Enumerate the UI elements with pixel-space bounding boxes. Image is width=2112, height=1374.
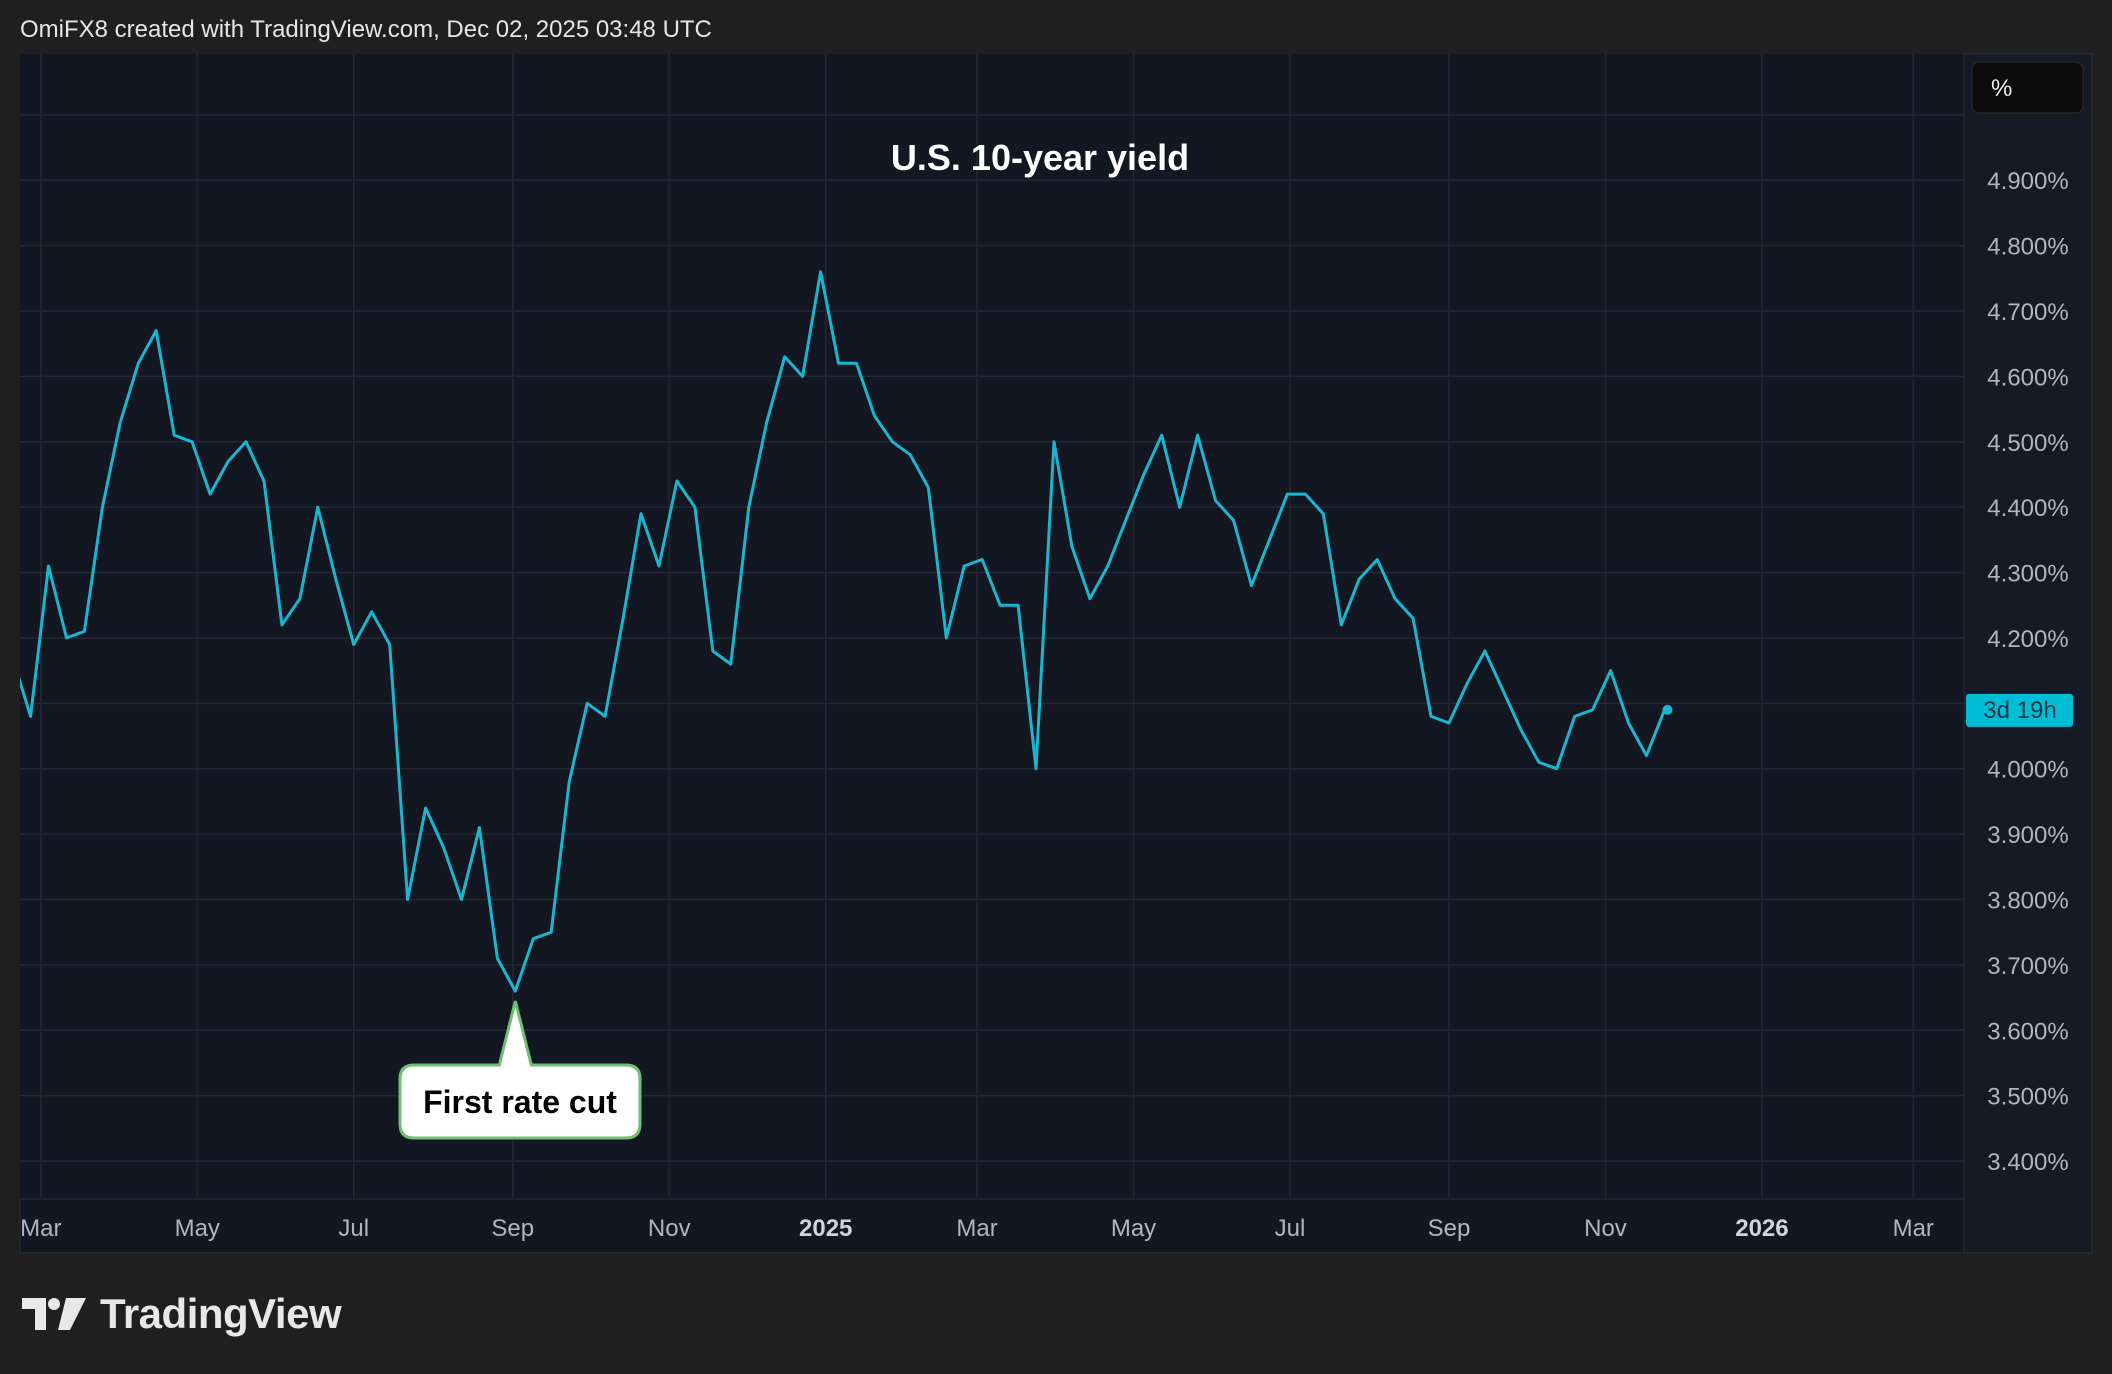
y-tick-label: 4.400%	[1987, 495, 2068, 522]
y-tick-label: 4.900%	[1987, 168, 2068, 195]
x-tick-label: May	[1111, 1215, 1156, 1242]
price-axis[interactable]	[1963, 53, 2093, 1254]
y-tick-label: 4.700%	[1987, 299, 2068, 326]
y-tick-label: 4.200%	[1987, 626, 2068, 653]
x-tick-label: Nov	[1584, 1215, 1627, 1242]
annotation-callout	[398, 1000, 642, 1140]
chart-pane[interactable]	[20, 54, 1964, 1199]
y-tick-label: 3.500%	[1987, 1084, 2068, 1111]
y-tick-label: 4.600%	[1987, 364, 2068, 391]
y-tick-label: 4.300%	[1987, 561, 2068, 588]
x-tick-label: May	[175, 1215, 220, 1242]
x-tick-label: Mar	[956, 1215, 997, 1242]
tradingview-logo-icon	[22, 1298, 86, 1330]
unit-button[interactable]	[1971, 61, 2084, 114]
x-tick-label: 2026	[1735, 1215, 1788, 1242]
time-axis[interactable]	[19, 1198, 1965, 1254]
logo-text: TradingView	[100, 1290, 342, 1337]
countdown-tag	[1966, 693, 2073, 727]
x-tick-label: Sep	[491, 1215, 534, 1242]
x-tick-label: Jul	[1275, 1215, 1306, 1242]
x-tick-label: Jul	[338, 1215, 369, 1242]
countdown-tag-text: 3d 19h	[1983, 697, 2056, 724]
annotation-first-rate-cut: First rate cut	[398, 1000, 642, 1140]
chart-title: U.S. 10-year yield	[891, 137, 1189, 178]
y-tick-label: 4.000%	[1987, 757, 2068, 784]
x-tick-label: Nov	[648, 1215, 691, 1242]
last-value-dot	[1662, 704, 1673, 715]
attribution-header: OmiFX8 created with TradingView.com, Dec…	[20, 16, 712, 43]
y-tick-label: 3.800%	[1987, 888, 2068, 915]
y-tick-label: 3.900%	[1987, 822, 2068, 849]
x-tick-label: 2025	[799, 1215, 852, 1242]
x-tick-label: Sep	[1428, 1215, 1471, 1242]
yield-series-line	[20, 270, 1666, 993]
y-tick-label: 3.600%	[1987, 1018, 2068, 1045]
tradingview-logo[interactable]: TradingView	[22, 1290, 342, 1338]
y-tick-label: 4.500%	[1987, 430, 2068, 457]
y-tick-label: 3.700%	[1987, 953, 2068, 980]
unit-button-label[interactable]: %	[1991, 75, 2012, 102]
annotation-text: First rate cut	[423, 1084, 617, 1120]
y-tick-label: 3.400%	[1987, 1149, 2068, 1176]
y-tick-label: 4.800%	[1987, 234, 2068, 261]
x-tick-label: Mar	[1893, 1215, 1934, 1242]
x-tick-label: Mar	[20, 1215, 61, 1242]
